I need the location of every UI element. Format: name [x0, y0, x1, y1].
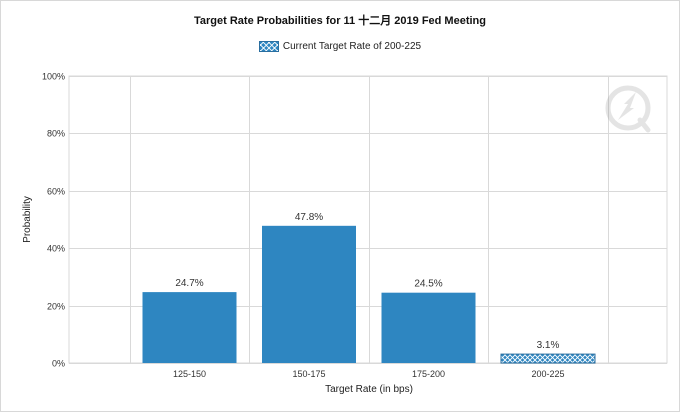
y-tick-label: 100%: [42, 72, 65, 82]
legend-label: Current Target Rate of 200-225: [282, 41, 422, 52]
y-tick-label: 20%: [47, 302, 65, 312]
x-tick-label-150-175: 150-175: [292, 369, 325, 379]
data-label-125-150: 24.7%: [175, 278, 203, 289]
bar-175-200[interactable]: [381, 292, 476, 363]
y-tick-label: 0%: [52, 359, 65, 369]
data-label-150-175: 47.8%: [295, 212, 323, 223]
data-label-200-225: 3.1%: [537, 340, 560, 351]
legend-swatch-hatched: [258, 41, 279, 52]
bar-125-150[interactable]: [142, 292, 237, 363]
y-axis-title: Probability: [22, 196, 33, 243]
y-tick-label: 40%: [47, 244, 65, 254]
bar-200-225[interactable]: [500, 353, 596, 364]
data-label-175-200: 24.5%: [414, 279, 442, 290]
x-tick-label-175-200: 175-200: [412, 369, 445, 379]
y-tick-label: 80%: [47, 129, 65, 139]
chart-title: Target Rate Probabilities for 11 十二月 201…: [194, 15, 486, 27]
x-axis-title: Target Rate (in bps): [325, 384, 413, 395]
y-tick-label: 60%: [47, 187, 65, 197]
watermark-logo: [605, 85, 651, 133]
x-tick-label-200-225: 200-225: [531, 369, 564, 379]
bar-150-175[interactable]: [262, 225, 356, 363]
chart-legend[interactable]: Current Target Rate of 200-225: [0, 41, 680, 52]
x-tick-label-125-150: 125-150: [173, 369, 206, 379]
